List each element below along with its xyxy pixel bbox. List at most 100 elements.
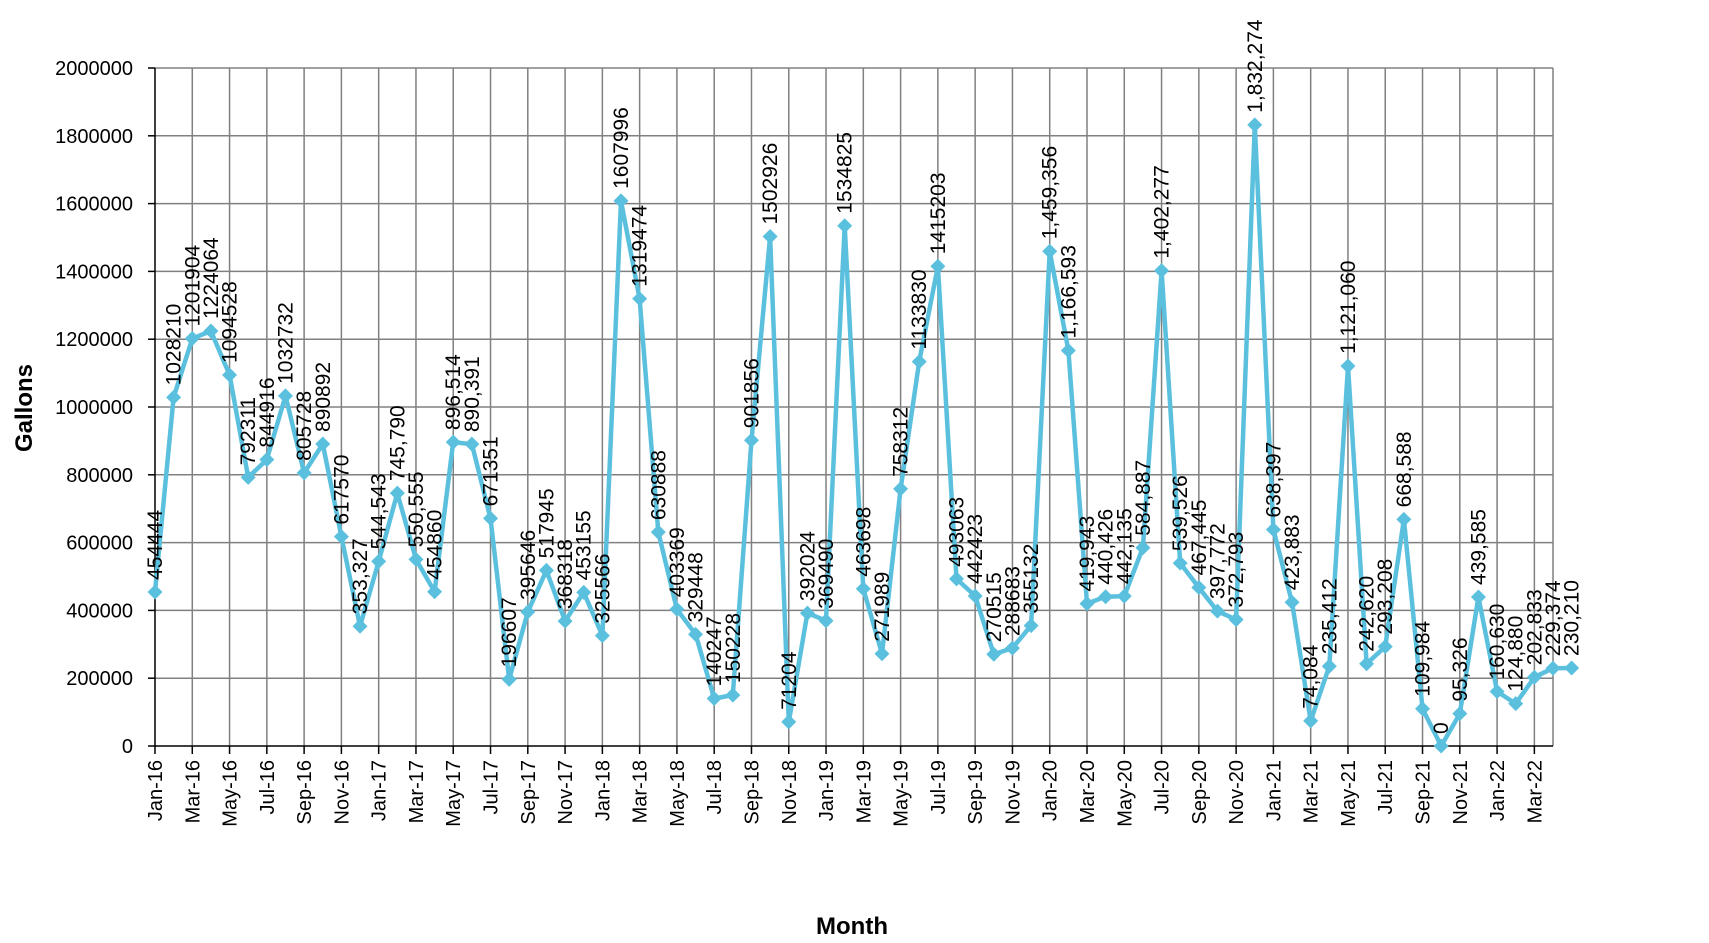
x-tick-label: Jan-17 [369,760,391,821]
data-label: 1,166,593 [1057,245,1080,338]
x-tick-label: May-16 [220,760,242,827]
data-label: 1028210 [163,304,186,386]
data-point [1023,618,1039,634]
data-label: 403369 [666,527,689,597]
data-point [743,432,759,448]
x-tick-label: Jan-21 [1263,760,1285,821]
data-point [967,588,983,604]
data-point [1042,243,1058,259]
x-tick-label: Mar-16 [182,760,204,823]
data-label: 745,790 [386,405,409,481]
data-point [538,562,554,578]
data-label: 74,084 [1300,644,1323,709]
data-point [725,687,741,703]
x-tick-label: Nov-20 [1226,760,1248,824]
data-point [184,331,200,347]
data-label: 109,984 [1412,620,1435,696]
data-label: 419,943 [1076,516,1099,592]
data-point [277,388,293,404]
data-point [427,584,443,600]
data-point [1004,640,1020,656]
y-tick-label: 1200000 [55,329,133,351]
x-tick-label: Jan-22 [1487,760,1509,821]
y-tick-label: 200000 [66,668,133,690]
data-point [613,193,629,209]
data-label: 544,543 [368,473,391,549]
data-point [464,436,480,452]
x-tick-label: Sep-17 [518,760,540,825]
x-tick-label: Jul-17 [481,760,503,814]
data-label: 463698 [852,507,875,577]
x-tick-label: Jan-16 [145,760,167,821]
data-point [408,551,424,567]
data-point [520,604,536,620]
data-point [371,553,387,569]
data-label: 890892 [312,362,335,432]
data-point [1191,580,1207,596]
y-axis-label: Gallons [11,364,38,452]
data-point [1340,358,1356,374]
data-point [1228,612,1244,628]
x-tick-label: Nov-17 [555,760,577,824]
y-tick-label: 0 [122,736,133,758]
data-point [296,465,312,481]
y-tick-label: 1000000 [55,397,133,419]
series-markers [147,117,1580,754]
x-tick-label: Nov-18 [779,760,801,824]
data-point [315,436,331,452]
x-tick-label: May-20 [1114,760,1136,827]
x-tick-label: Mar-19 [853,760,875,823]
data-label: 467,445 [1188,500,1211,576]
data-point [855,581,871,597]
data-label: 229,374 [1542,580,1565,656]
x-tick-label: Jul-20 [1152,760,1174,814]
data-point [818,613,834,629]
data-point [576,584,592,600]
data-label: 1534825 [834,132,857,214]
x-tick-label: Jul-18 [704,760,726,814]
data-point [669,601,685,617]
x-tick-label: Mar-18 [630,760,652,823]
data-point [1526,669,1542,685]
data-point [1545,660,1561,676]
data-label: 242,620 [1356,576,1379,652]
data-point [1415,701,1431,717]
x-tick-label: Nov-16 [331,760,353,824]
x-tick-label: May-21 [1338,760,1360,827]
data-label: 1,459,356 [1039,146,1062,239]
x-tick-label: Mar-17 [406,760,428,823]
data-label: 368318 [554,539,577,609]
data-label: 124,880 [1505,616,1528,692]
x-tick-labels: Jan-16 Mar-16 May-16 Jul-16 Sep-16 Nov-16 Jan-… [145,760,1546,827]
data-point [1508,696,1524,712]
data-label: 1607996 [610,107,633,189]
data-label: 150228 [722,613,745,683]
data-point [1377,639,1393,655]
data-label: 442423 [964,514,987,584]
data-point [445,434,461,450]
x-tick-label: Nov-19 [1002,760,1024,824]
y-tick-labels: 0 200000 400000 600000 800000 1000000 1200000 1… [55,58,133,758]
data-point [1303,713,1319,729]
x-tick-label: Jul-21 [1375,760,1397,814]
x-tick-label: May-18 [667,760,689,827]
x-tick-label: Sep-20 [1189,760,1211,825]
data-point [240,469,256,485]
data-point [799,605,815,621]
data-point [837,218,853,234]
x-tick-label: Jan-18 [592,760,614,821]
data-label: 844916 [256,377,279,447]
data-label: 230,210 [1561,580,1584,656]
y-tick-label: 800000 [66,465,133,487]
data-label: 1201904 [181,244,204,326]
x-tick-label: Jan-20 [1040,760,1062,821]
data-label: 758312 [890,407,913,477]
data-label: 397,772 [1206,523,1229,599]
data-label: 440,426 [1095,509,1118,585]
data-point [688,626,704,642]
data-point [1265,522,1281,538]
data-label: 1,832,274 [1244,19,1267,113]
data-label: 395646 [517,530,540,600]
data-label: 353,327 [349,538,372,614]
